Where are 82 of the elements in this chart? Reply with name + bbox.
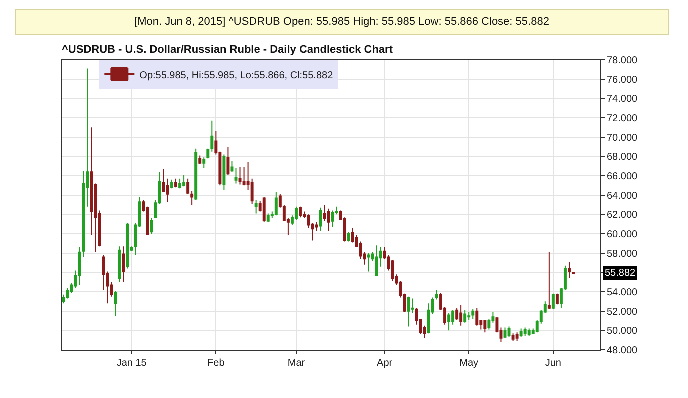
candlestick [299,206,302,218]
candlestick [331,210,334,228]
y-tick-label: 74.000 [607,94,638,106]
candlestick [114,290,118,317]
candlestick [210,120,214,152]
legend-label: Op:55.985, Hi:55.985, Lo:55.866, Cl:55.882 [140,70,334,82]
candlestick [222,154,226,191]
candlestick [347,232,350,242]
y-tick-label: 72.000 [607,114,638,124]
candlestick [476,308,479,326]
y-tick-label: 54.000 [607,288,638,298]
candlestick [206,148,210,160]
y-tick-label: 70.000 [607,132,638,144]
candlestick [472,308,475,320]
candlestick [122,246,126,283]
candlestick [504,327,507,339]
candlestick [118,246,122,283]
candlestick [226,146,230,176]
x-tick-label: May [460,358,479,369]
candlestick [126,222,130,270]
candlestick [178,178,182,190]
candlestick [508,326,511,338]
candlestick [460,305,463,326]
x-tick-label: Mar [288,358,306,369]
candlestick [568,262,571,279]
y-tick-label: 62.000 [607,210,638,222]
candlestick [556,293,559,306]
x-tick-label: Feb [208,358,226,369]
candlestick [367,252,370,272]
candlestick [516,332,519,342]
y-tick-label: 60.000 [607,230,638,240]
x-tick-label: Jun [545,358,562,369]
y-tick-label: 50.000 [607,326,638,338]
candlestick [254,200,258,214]
candlestick [266,213,270,223]
candlestick [468,312,471,321]
candlestick [174,178,178,188]
candlestick [552,293,555,310]
candlestick [202,157,206,169]
y-tick-label: 48.000 [607,346,638,356]
candlestick [436,290,438,300]
y-tick-label: 52.000 [607,306,638,318]
candlestick [319,207,322,232]
candlestick [375,245,378,278]
candlestick [190,190,194,206]
candlestick [234,168,238,184]
y-tick-label: 76.000 [607,74,638,86]
candlestick [262,196,266,223]
candlestick [407,296,410,328]
y-tick-label: 66.000 [607,172,638,182]
candlestick [512,333,515,342]
y-tick-label: 64.000 [607,190,638,202]
candlestick [242,166,246,186]
candlestick [448,312,451,332]
candlestick [548,252,551,310]
candlestick [198,155,202,165]
candlestick [238,166,242,186]
chart-title: ^USDRUB - U.S. Dollar/Russian Ruble - Daily Candlestick Chart [62,44,394,56]
y-tick-label: 68.000 [607,152,638,164]
candlestick [194,148,198,201]
text: [Mon. Jun 8, 2015] ^USDRUB Open: 55.985 High: 55.985 Low: 55.866 Close: 55.882 [134,16,550,28]
candlestick [351,228,354,244]
x-tick-label: Jan 15 [116,358,148,369]
y-tick-label: 78.000 [607,56,638,66]
candlestick [391,260,394,282]
candlestick [150,218,154,234]
candlestick [484,320,487,334]
y-tick-label: 58.000 [607,248,638,260]
candlestick [274,192,278,216]
candlestick [66,288,70,300]
x-tick-label: Apr [377,358,394,369]
candlestick [464,310,467,324]
candlestick [524,327,527,337]
candlestick [327,208,330,232]
candlestick [528,328,531,337]
candlestick [186,178,190,195]
candlestick [78,247,82,286]
candlestick [182,174,186,188]
candlestick [170,179,174,190]
text: 55.882 [605,268,636,279]
candlestick [520,328,523,338]
candlestick [230,161,234,173]
